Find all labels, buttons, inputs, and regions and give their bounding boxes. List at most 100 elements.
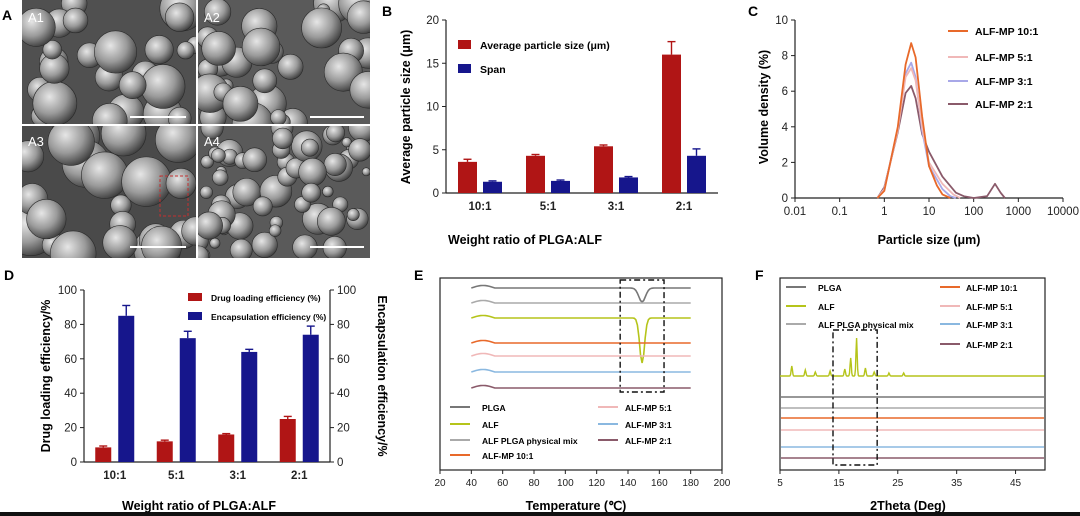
microsphere [22,140,45,173]
chart-c-xlabel: Particle size (μm) [878,233,981,247]
sem-label-a3: A3 [28,134,44,149]
y-tick-label: 0 [433,188,439,200]
microsphere [121,156,172,207]
chart-c-ylabel: Volume density (%) [757,50,771,164]
x-tick-label: 0.01 [784,206,806,218]
microsphere [165,168,196,199]
y-tick-label: 80 [64,319,77,331]
microsphere [211,148,226,163]
series-line [471,314,691,364]
microsphere [272,127,294,150]
x-tick-label: 3:1 [608,201,625,213]
microsphere [92,103,128,124]
chart-f-xlabel: 2Theta (Deg) [870,499,946,513]
bar [551,180,570,193]
x-tick-label: 5:1 [540,201,557,213]
chart-d: 0 0 20 20 40 40 60 60 80 80 100 100 10:1 5:1 3:1 2:1 [58,285,356,482]
microsphere [118,71,147,100]
x-tick-label: 100 [964,206,983,218]
y2-tick-label: 60 [337,354,350,366]
x-tick-label: 10:1 [468,201,492,213]
legend-f-mp51: ALF-MP 5:1 [966,302,1013,312]
x-tick-label: 10:1 [103,470,127,482]
bar [483,181,502,193]
bar [662,54,681,193]
sem-label-a2: A2 [204,10,220,25]
series-line [471,299,691,304]
series-line [780,337,1045,377]
microsphere [167,106,192,124]
series-line [471,352,691,357]
microsphere [348,138,370,162]
chart-e-xlabel: Temperature (℃) [526,499,627,513]
microsphere [140,64,186,109]
microsphere [252,68,278,94]
microsphere [49,230,97,258]
x-tick-label: 0.1 [832,206,848,218]
microsphere [102,225,138,258]
microsphere [62,7,89,34]
microsphere [26,199,67,240]
chart-c: 0 2 4 6 8 10 0.01 0.1 1 10 100 1000 10000 [775,15,1079,218]
series-line [876,42,951,199]
microsphere [346,0,370,34]
series-line [471,284,691,304]
microsphere [322,185,334,198]
microsphere [298,157,327,187]
bar [526,155,545,193]
bottom-rule [0,512,1080,516]
microsphere [199,185,213,199]
legend-f-mp21: ALF-MP 2:1 [966,340,1013,350]
x-tick-label: 200 [714,478,731,489]
microsphere [252,196,273,217]
chart-d-xlabel: Weight ratio of PLGA:ALF [122,499,276,513]
microsphere [212,169,229,186]
microsphere [42,39,62,60]
y2-tick-label: 20 [337,423,350,435]
microsphere [200,155,214,169]
legend-swatch-avg-size [458,40,471,49]
microsphere [47,126,95,166]
microsphere [209,237,221,249]
bar [687,155,706,193]
bar [118,315,135,462]
sem-image-a4: A4 [198,126,370,258]
legend-e-mp31: ALF-MP 3:1 [625,420,672,430]
x-tick-label: 180 [682,478,699,489]
legend-c-series-4: ALF-MP 2:1 [975,99,1033,111]
legend-swatch-drug-loading [188,293,202,301]
y-tick-label: 20 [426,15,439,27]
x-tick-label: 10 [923,206,936,218]
panel-label-a: A [2,7,12,23]
panel-label-e: E [414,267,423,283]
legend-f-mp31: ALF-MP 3:1 [966,320,1013,330]
microsphere [316,207,346,236]
legend-f-alf: ALF [818,302,835,312]
chart-d-y2label: Encapsulation efficiency/% [375,295,389,456]
microsphere [361,167,370,177]
microsphere [270,109,287,124]
legend-f-plga: PLGA [818,283,842,293]
x-tick-label: 5 [777,478,783,489]
microsphere [176,41,195,60]
legend-c-series-1: ALF-MP 10:1 [975,26,1039,38]
panel-label-f: F [755,267,764,283]
bar [156,441,173,462]
series-line [471,339,691,344]
sem-image-a2: A2 [198,0,370,124]
x-tick-label: 35 [951,478,963,489]
panel-label-d: D [4,267,14,283]
chart-e: 20 40 60 80 100 120 140 160 180 200 [434,277,731,489]
microsphere [301,7,342,49]
microsphere [94,30,137,74]
chart-d-ylabel: Drug loading efficiency/% [39,300,53,453]
microsphere [241,27,281,67]
microsphere [32,81,78,124]
microsphere [349,71,370,109]
microsphere [326,126,346,143]
microsphere [198,211,223,240]
series-line [876,85,1006,199]
bar [458,161,477,193]
microsphere [346,208,360,221]
bar [218,434,235,462]
